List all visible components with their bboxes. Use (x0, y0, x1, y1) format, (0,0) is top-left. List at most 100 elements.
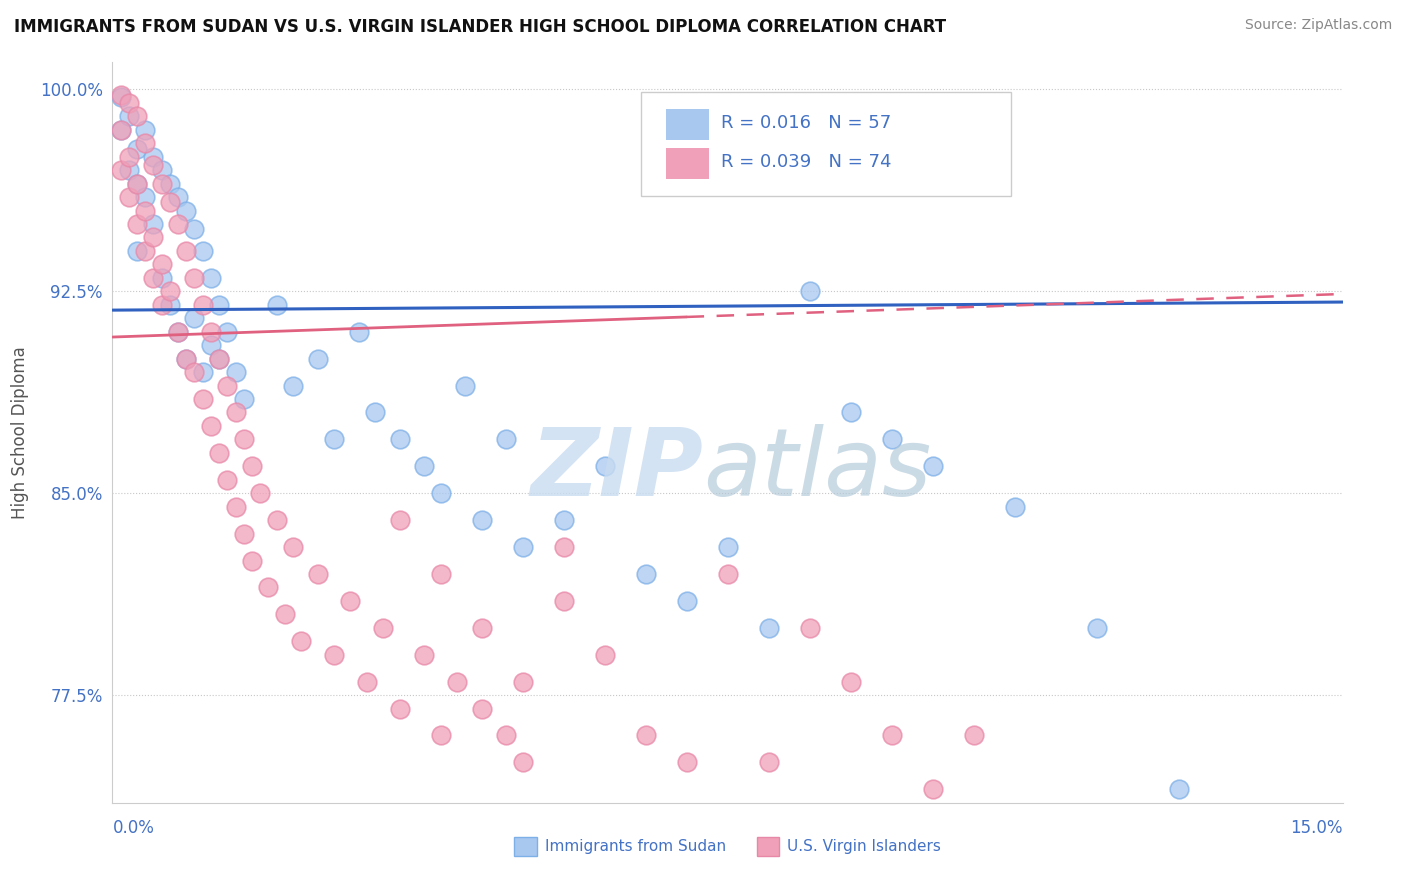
Point (110, 87, 132, 102)
Point (110, 122, 132, 136)
Text: IMMIGRANTS FROM SUDAN VS U.S. VIRGIN ISLANDER HIGH SCHOOL DIPLOMA CORRELATION CH: IMMIGRANTS FROM SUDAN VS U.S. VIRGIN ISL… (14, 18, 946, 36)
Point (232, 433, 254, 447)
Point (118, 163, 141, 178)
Point (257, 581, 280, 595)
Point (225, 405, 247, 419)
Point (118, 190, 141, 204)
Point (290, 634, 312, 648)
Point (225, 365, 247, 379)
Point (110, 122, 132, 136)
Point (495, 433, 517, 447)
Point (217, 378, 239, 392)
Point (191, 392, 214, 406)
Bar (666, 148, 709, 179)
Point (134, 136, 156, 151)
Point (717, 540, 740, 554)
Point (225, 500, 247, 514)
Point (142, 270, 165, 285)
Point (183, 222, 205, 236)
Point (839, 405, 862, 419)
Point (167, 217, 190, 231)
Point (142, 158, 165, 172)
Bar (666, 109, 709, 140)
Point (339, 594, 361, 608)
Point (174, 351, 197, 366)
Point (471, 513, 494, 527)
Point (134, 190, 156, 204)
Point (240, 459, 263, 474)
Point (191, 298, 214, 312)
Point (429, 729, 451, 743)
Text: R = 0.016   N = 57: R = 0.016 N = 57 (721, 114, 891, 132)
Point (134, 244, 156, 258)
Text: Source: ZipAtlas.com: Source: ZipAtlas.com (1244, 18, 1392, 32)
Point (429, 486, 451, 500)
Point (758, 621, 780, 635)
Point (921, 459, 943, 474)
Point (839, 674, 862, 689)
Point (127, 177, 149, 191)
Text: ZIP: ZIP (530, 424, 703, 516)
Point (208, 351, 231, 366)
Text: 0.0%: 0.0% (112, 819, 155, 837)
Point (167, 325, 190, 339)
Point (758, 756, 780, 770)
Point (200, 325, 222, 339)
Point (413, 459, 436, 474)
Point (675, 756, 697, 770)
Point (799, 621, 821, 635)
Point (110, 90, 132, 104)
Point (217, 325, 239, 339)
Point (232, 526, 254, 541)
Point (134, 122, 156, 136)
Point (471, 621, 494, 635)
Point (429, 566, 451, 581)
Point (388, 433, 411, 447)
Point (364, 405, 387, 419)
Point (167, 190, 190, 204)
Point (274, 607, 297, 622)
Point (880, 729, 903, 743)
Point (454, 378, 477, 392)
Point (717, 566, 740, 581)
Point (150, 257, 173, 271)
Point (200, 338, 222, 352)
Point (880, 433, 903, 447)
Point (183, 311, 205, 326)
Point (799, 285, 821, 299)
Point (1167, 782, 1189, 797)
Text: 15.0%: 15.0% (1291, 819, 1343, 837)
Point (142, 217, 165, 231)
Point (266, 513, 288, 527)
Point (371, 621, 394, 635)
Point (281, 378, 304, 392)
Point (200, 270, 222, 285)
Point (323, 648, 346, 662)
Point (174, 203, 197, 218)
Point (675, 594, 697, 608)
Point (553, 513, 575, 527)
Point (118, 95, 141, 110)
Point (593, 648, 616, 662)
Point (1004, 500, 1026, 514)
Point (118, 109, 141, 123)
Point (512, 756, 534, 770)
Point (127, 244, 149, 258)
Point (183, 365, 205, 379)
Point (232, 392, 254, 406)
Point (142, 150, 165, 164)
Point (208, 298, 231, 312)
Point (150, 177, 173, 191)
Point (512, 674, 534, 689)
Point (150, 298, 173, 312)
Point (183, 270, 205, 285)
Point (174, 351, 197, 366)
Point (150, 163, 173, 178)
FancyBboxPatch shape (641, 92, 1011, 195)
Point (127, 142, 149, 156)
Point (323, 433, 346, 447)
Point (347, 325, 370, 339)
Point (208, 351, 231, 366)
Point (118, 150, 141, 164)
Point (191, 244, 214, 258)
